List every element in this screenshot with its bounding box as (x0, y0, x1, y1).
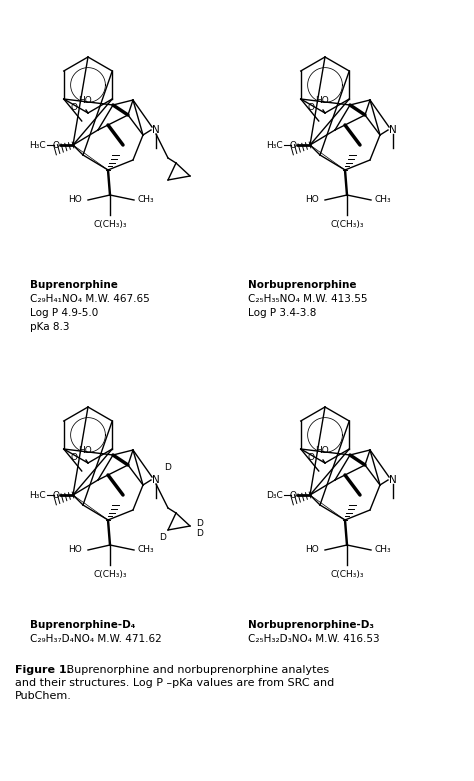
Text: D: D (159, 533, 166, 543)
Text: N: N (389, 125, 397, 135)
Text: O: O (290, 490, 297, 500)
Text: HO: HO (315, 96, 329, 105)
Text: Norbuprenorphine: Norbuprenorphine (248, 280, 356, 290)
Text: PubChem.: PubChem. (15, 691, 72, 701)
Text: C₂₅H₃₂D₃NO₄ M.W. 416.53: C₂₅H₃₂D₃NO₄ M.W. 416.53 (248, 634, 380, 644)
Text: HO: HO (78, 446, 92, 455)
Text: C₂₅H₃₅NO₄ M.W. 413.55: C₂₅H₃₅NO₄ M.W. 413.55 (248, 294, 367, 304)
Text: CH₃: CH₃ (375, 195, 392, 205)
Text: HO: HO (78, 96, 92, 105)
Text: CH₃: CH₃ (138, 545, 155, 555)
Text: HO: HO (68, 195, 82, 205)
Text: C(CH₃)₃: C(CH₃)₃ (330, 570, 364, 579)
Text: Norbuprenorphine-D₃: Norbuprenorphine-D₃ (248, 620, 374, 630)
Text: Log P 4.9-5.0: Log P 4.9-5.0 (30, 308, 98, 318)
Text: HO: HO (305, 545, 319, 555)
Text: O: O (308, 452, 315, 462)
Text: Buprenorphine-D₄: Buprenorphine-D₄ (30, 620, 135, 630)
Text: HO: HO (315, 446, 329, 455)
Text: Buprenorphine and norbuprenorphine analytes: Buprenorphine and norbuprenorphine analy… (63, 665, 329, 675)
Text: and their structures. Log P –pKa values are from SRC and: and their structures. Log P –pKa values … (15, 678, 334, 688)
Text: H₃C: H₃C (29, 490, 46, 500)
Text: pKa 8.3: pKa 8.3 (30, 322, 70, 332)
Text: D: D (196, 519, 203, 529)
Text: O: O (53, 490, 60, 500)
Text: D: D (164, 463, 171, 473)
Text: C₂₉H₄₁NO₄ M.W. 467.65: C₂₉H₄₁NO₄ M.W. 467.65 (30, 294, 150, 304)
Text: Buprenorphine: Buprenorphine (30, 280, 118, 290)
Text: CH₃: CH₃ (375, 545, 392, 555)
Text: O: O (53, 141, 60, 149)
Text: D₃C: D₃C (266, 490, 283, 500)
Text: D: D (196, 530, 203, 539)
Text: N: N (152, 125, 160, 135)
Text: Figure 1.: Figure 1. (15, 665, 71, 675)
Text: C(CH₃)₃: C(CH₃)₃ (93, 220, 127, 229)
Text: N: N (389, 475, 397, 485)
Text: CH₃: CH₃ (138, 195, 155, 205)
Text: O: O (308, 102, 315, 112)
Text: H₃C: H₃C (29, 141, 46, 149)
Text: N: N (152, 475, 160, 485)
Text: O: O (71, 102, 78, 112)
Text: C(CH₃)₃: C(CH₃)₃ (93, 570, 127, 579)
Text: O: O (71, 452, 78, 462)
Text: Log P 3.4-3.8: Log P 3.4-3.8 (248, 308, 316, 318)
Text: HO: HO (305, 195, 319, 205)
Text: C₂₉H₃₇D₄NO₄ M.W. 471.62: C₂₉H₃₇D₄NO₄ M.W. 471.62 (30, 634, 162, 644)
Text: O: O (290, 141, 297, 149)
Text: HO: HO (68, 545, 82, 555)
Text: C(CH₃)₃: C(CH₃)₃ (330, 220, 364, 229)
Text: H₃C: H₃C (266, 141, 283, 149)
